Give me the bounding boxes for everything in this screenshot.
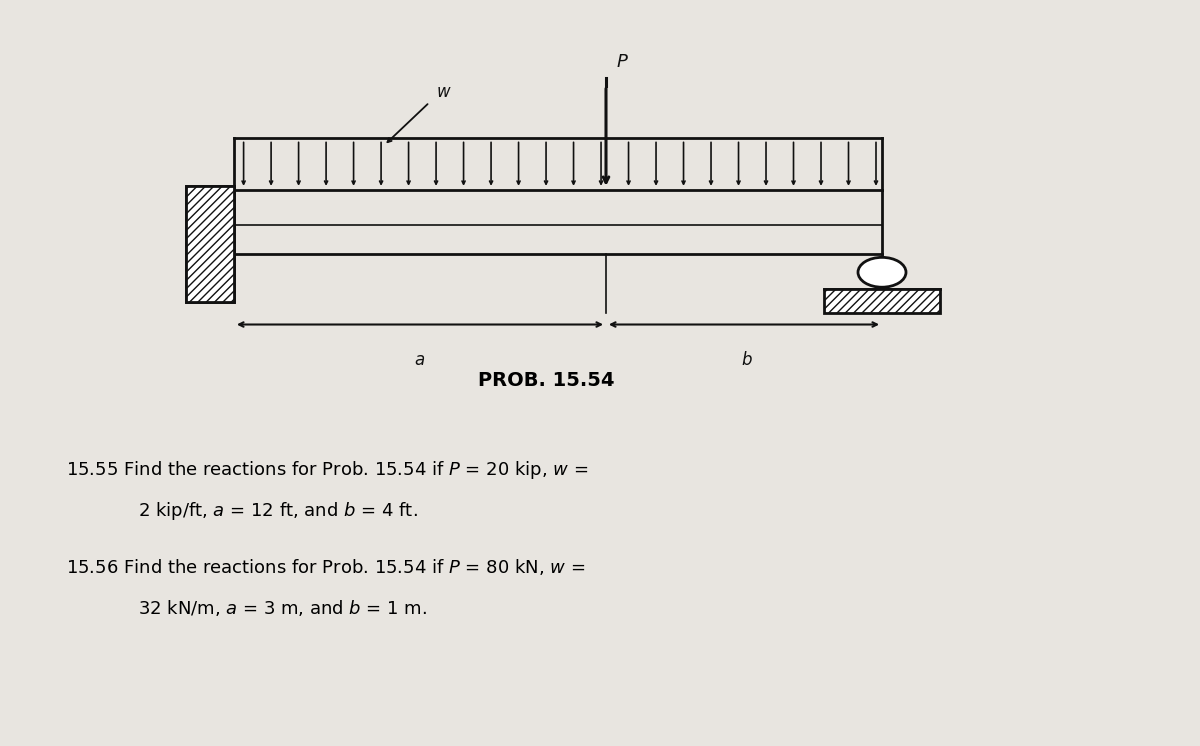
Bar [186, 186, 234, 302]
Circle shape [858, 257, 906, 287]
Text: PROB. 15.54: PROB. 15.54 [478, 371, 614, 390]
Text: $b$: $b$ [740, 351, 752, 369]
Text: $P$: $P$ [616, 53, 629, 71]
Text: 15.55 Find the reactions for Prob. 15.54 if $P$ = 20 kip, $w$ =: 15.55 Find the reactions for Prob. 15.54… [66, 459, 588, 481]
Bar [186, 186, 234, 302]
Text: 32 kN/m, $a$ = 3 m, and $b$ = 1 m.: 32 kN/m, $a$ = 3 m, and $b$ = 1 m. [138, 598, 427, 618]
Text: $w$: $w$ [436, 83, 451, 101]
Bar [824, 289, 940, 313]
Text: 15.56 Find the reactions for Prob. 15.54 if $P$ = 80 kN, $w$ =: 15.56 Find the reactions for Prob. 15.54… [66, 557, 586, 577]
Text: $a$: $a$ [414, 351, 426, 369]
Text: 2 kip/ft, $a$ = 12 ft, and $b$ = 4 ft.: 2 kip/ft, $a$ = 12 ft, and $b$ = 4 ft. [138, 500, 418, 522]
